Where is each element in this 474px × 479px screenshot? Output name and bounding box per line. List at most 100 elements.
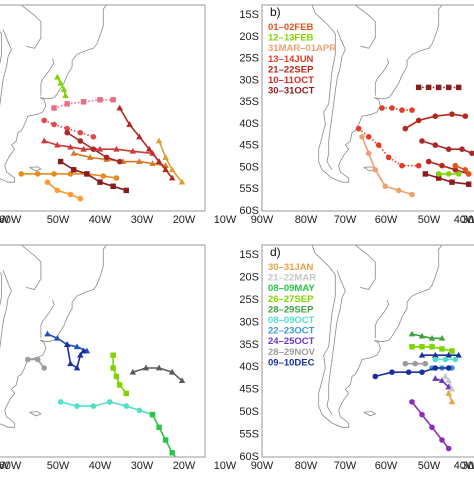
track-marker-d-9-0 [445, 390, 452, 396]
track-marker-c-5-0 [57, 399, 64, 405]
track-marker-d-10-3 [439, 437, 445, 443]
track-marker-b-3-4 [399, 162, 405, 169]
x-tick-label-b-1: 80W [295, 214, 318, 226]
track-marker-c-1-2 [73, 364, 81, 371]
track-marker-a-7-2 [51, 171, 57, 177]
border-a-1 [40, 58, 55, 96]
track-marker-b-3-1 [365, 134, 372, 140]
track-marker-d-0-2 [428, 334, 436, 341]
track-line-d-0 [411, 333, 442, 340]
x-tick-label-c-5: 10W [214, 460, 237, 472]
track-marker-d-3-1 [442, 356, 449, 363]
legend-entry-d-8: 28–29NOV [268, 347, 316, 358]
coastline-a-0 [0, 5, 108, 183]
track-marker-a-6-4 [155, 158, 163, 164]
track-marker-d-7-1 [438, 377, 446, 384]
track-marker-b-7-3 [465, 181, 472, 187]
track-marker-a-10-0 [155, 137, 163, 144]
track-marker-a-3-4 [96, 145, 104, 152]
y-tick-label-d-9: 60S [239, 451, 259, 463]
track-marker-a-9-0 [44, 179, 51, 185]
track-marker-b-3-2 [375, 142, 382, 148]
track-marker-b-2-0 [402, 125, 409, 132]
track-marker-c-6-0 [149, 411, 156, 418]
track-marker-b-2-3 [449, 111, 455, 117]
track-marker-c-3-4 [123, 390, 129, 397]
track-marker-c-6-2 [162, 437, 169, 443]
track-marker-d-2-0 [418, 351, 426, 358]
track-marker-b-9-2 [465, 171, 472, 177]
track-marker-b-6-1 [365, 150, 372, 157]
track-marker-a-4-0 [70, 149, 77, 156]
legend-entry-d-7: 24–25OCT [268, 336, 315, 347]
track-marker-a-2-1 [51, 121, 57, 128]
track-marker-a-1-4 [110, 97, 116, 103]
y-tick-label-b-7: 50S [239, 161, 259, 173]
track-marker-c-3-0 [110, 352, 116, 358]
track-marker-a-1-3 [97, 97, 103, 103]
x-tick-label-a-5: 10W [214, 214, 237, 226]
track-marker-d-10-2 [429, 424, 435, 431]
panel-label-d: d) [270, 245, 281, 259]
track-marker-c-1-3 [77, 351, 84, 358]
track-marker-b-6-5 [409, 191, 415, 198]
y-tick-label-b-5: 40S [239, 118, 259, 130]
x-tick-label-d-1: 80W [295, 460, 318, 472]
track-line-a-0 [56, 76, 67, 96]
legend-entry-b-2: 31MAR–01APR [268, 43, 336, 54]
track-line-a-6 [119, 107, 173, 179]
track-marker-a-7-6 [113, 175, 120, 181]
track-marker-a-8-0 [57, 158, 64, 165]
track-marker-b-6-2 [372, 167, 379, 173]
track-marker-a-6-6 [168, 174, 176, 181]
track-marker-b-4-2 [445, 146, 452, 152]
y-tick-label-d-5: 40S [239, 361, 259, 373]
track-marker-a-3-1 [54, 141, 61, 148]
track-marker-a-5-2 [90, 146, 97, 152]
x-tick-label-c-2: 40W [89, 460, 112, 472]
track-marker-a-6-3 [145, 145, 153, 152]
track-marker-c-5-1 [74, 403, 80, 409]
track-marker-a-8-3 [97, 179, 103, 185]
track-marker-b-6-0 [359, 134, 365, 140]
track-marker-b-8-2 [455, 171, 462, 177]
x-tick-label-a-clipped-0: W [0, 214, 10, 226]
track-marker-d-10-1 [419, 411, 425, 418]
track-marker-c-4-2 [155, 364, 163, 371]
track-marker-d-6-3 [419, 369, 425, 376]
track-marker-b-8-0 [435, 171, 442, 177]
legend-entry-d-1: 21–22MAR [268, 273, 316, 284]
track-marker-a-0-1 [57, 79, 64, 86]
border-a-2 [21, 5, 42, 49]
coastline-a-2 [29, 166, 42, 172]
x-tick-label-a-3: 30W [131, 214, 154, 226]
track-marker-b-3-5 [415, 162, 422, 169]
track-marker-a-6-2 [136, 133, 143, 140]
track-marker-a-3-5 [113, 145, 120, 152]
track-marker-c-5-5 [136, 407, 143, 414]
track-marker-d-4-1 [412, 360, 419, 367]
track-marker-b-0-0 [415, 84, 422, 91]
y-tick-label-d-0: 15S [239, 249, 259, 261]
track-marker-d-7-2 [445, 383, 452, 390]
x-tick-label-c-0: 60W [0, 460, 22, 472]
track-marker-a-2-2 [64, 125, 70, 132]
track-marker-c-5-2 [90, 403, 97, 409]
border-b-0 [326, 29, 346, 171]
x-tick-label-a-1: 50W [47, 214, 70, 226]
track-marker-d-1-2 [429, 344, 435, 350]
y-tick-label-d-4: 35S [239, 339, 259, 351]
coastline-c-1 [21, 463, 47, 475]
track-marker-b-2-2 [432, 113, 439, 119]
track-marker-b-7-2 [449, 179, 455, 185]
track-marker-a-10-1 [162, 154, 169, 160]
y-tick-label-d-8: 55S [239, 429, 259, 441]
track-marker-c-3-2 [113, 373, 120, 380]
y-tick-label-b-0: 15S [239, 9, 259, 21]
coastline-a-1 [21, 216, 47, 235]
track-marker-a-9-1 [54, 187, 61, 194]
track-marker-a-7-5 [100, 173, 107, 179]
track-marker-b-1-3 [409, 107, 415, 113]
track-line-a-10 [158, 140, 183, 183]
